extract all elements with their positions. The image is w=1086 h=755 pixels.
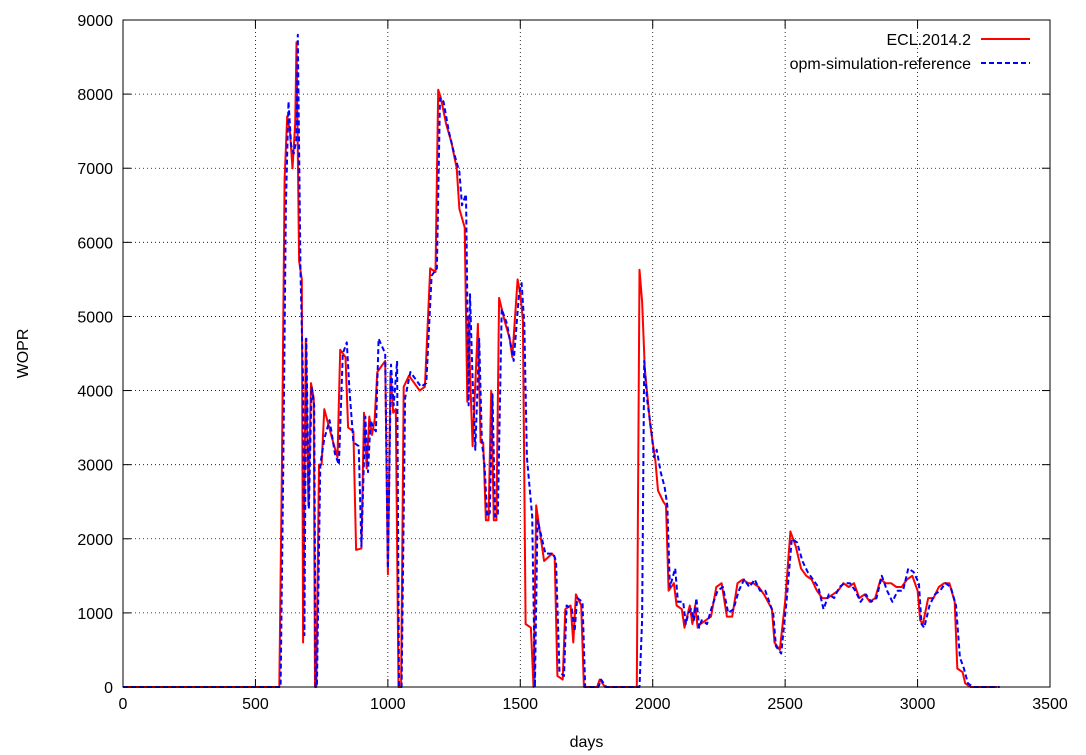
x-tick-label: 1500 <box>502 696 538 713</box>
y-tick-label: 5000 <box>77 309 113 326</box>
x-tick-label: 2000 <box>635 696 671 713</box>
y-tick-label: 6000 <box>77 235 113 252</box>
legend-label-opm: opm-simulation-reference <box>790 56 972 73</box>
legend-label-ecl: ECL.2014.2 <box>886 32 971 49</box>
plot-frame <box>122 19 1051 688</box>
y-tick-label: 7000 <box>77 161 113 178</box>
x-tick-label: 3500 <box>1032 696 1068 713</box>
x-tick-label: 0 <box>119 696 128 713</box>
y-tick-label: 4000 <box>77 384 113 401</box>
y-axis-label: WOPR <box>15 329 32 379</box>
y-tick-label: 0 <box>104 680 113 697</box>
y-tick-label: 1000 <box>77 606 113 623</box>
y-tick-label: 2000 <box>77 532 113 549</box>
tick-labels: 0 500 1000 1500 2000 2500 3000 3500 0 1000 2000 300… <box>77 13 1067 713</box>
y-tick-label: 9000 <box>77 13 113 30</box>
series-layer <box>123 33 1000 688</box>
x-axis-label: days <box>570 734 604 751</box>
grid-lines <box>123 20 1050 687</box>
x-tick-label: 2500 <box>767 696 803 713</box>
legend: ECL.2014.2 opm-simulation-reference <box>790 32 1030 73</box>
x-tick-label: 1000 <box>370 696 406 713</box>
y-tick-label: 8000 <box>77 87 113 104</box>
y-tick-label: 3000 <box>77 458 113 475</box>
x-tick-label: 500 <box>242 696 269 713</box>
series-line-opm <box>123 33 1000 688</box>
x-tick-label: 3000 <box>900 696 936 713</box>
